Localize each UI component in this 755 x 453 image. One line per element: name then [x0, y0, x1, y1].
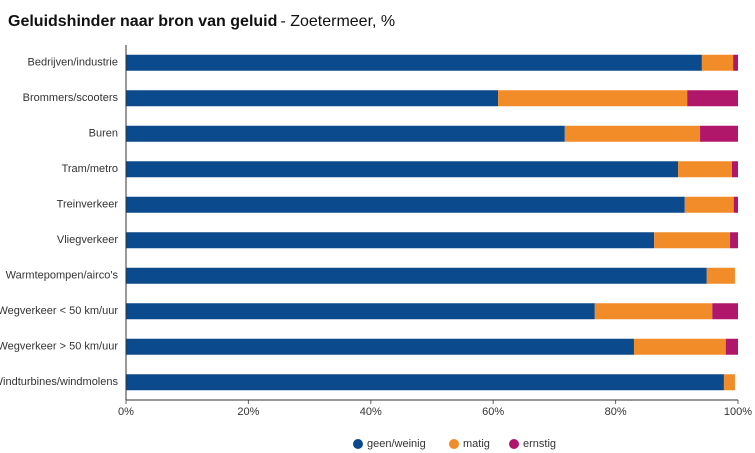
legend-item[interactable]: ernstig — [509, 438, 556, 450]
legend-item[interactable]: geen/weinig — [353, 438, 426, 450]
y-tick-label: Windturbines/windmolens — [0, 376, 118, 388]
bar-segment — [126, 338, 634, 355]
y-tick-label: Vliegverkeer — [57, 234, 118, 246]
bar-segment — [684, 196, 734, 213]
bar-segment — [126, 90, 499, 107]
bar-segment — [498, 90, 688, 107]
bar-segment — [126, 54, 702, 71]
bar-segment — [731, 161, 738, 178]
y-tick-label: Brommers/scooters — [23, 92, 119, 104]
bar-segment — [126, 161, 679, 178]
bar-segment — [126, 125, 565, 142]
y-tick-label: Buren — [89, 128, 118, 140]
bar-segment — [564, 125, 701, 142]
x-tick-label: 100% — [724, 406, 752, 418]
legend-marker — [449, 439, 459, 449]
x-tick-label: 60% — [482, 406, 504, 418]
bar-segment — [733, 54, 738, 71]
bar-segment — [126, 196, 685, 213]
bar-segment — [733, 196, 738, 213]
bar-segment — [654, 232, 731, 249]
bar-segment — [126, 303, 595, 320]
bar-segment — [126, 267, 707, 284]
legend-marker — [509, 439, 519, 449]
subtitle: - Zoetermeer, % — [280, 13, 395, 30]
bar-segment — [700, 125, 738, 142]
bar-segment — [725, 338, 738, 355]
bar-segment — [126, 232, 655, 249]
y-tick-label: Warmtepompen/airco's — [6, 270, 119, 282]
x-tick-label: 20% — [237, 406, 259, 418]
bar-segment — [633, 338, 726, 355]
y-tick-label: Tram/metro — [62, 163, 118, 175]
y-tick-label: Wegverkeer > 50 km/uur — [0, 341, 118, 353]
bar-segment — [730, 232, 738, 249]
legend-item[interactable]: matig — [449, 438, 490, 450]
x-tick-label: 80% — [605, 406, 627, 418]
bar-segment — [126, 374, 724, 391]
bar-segment — [706, 267, 735, 284]
legend-label: geen/weinig — [367, 438, 426, 450]
chart-title: Geluidshinder naar bron van geluid - Zoe… — [8, 13, 395, 30]
bar-segment — [723, 374, 735, 391]
bar-segment — [712, 303, 738, 320]
legend-label: ernstig — [523, 438, 556, 450]
x-tick-label: 40% — [360, 406, 382, 418]
bar-segment — [678, 161, 732, 178]
title: Geluidshinder naar bron van geluid — [8, 13, 277, 30]
bar-segment — [594, 303, 713, 320]
x-tick-label: 0% — [118, 406, 134, 418]
y-tick-label: Wegverkeer < 50 km/uur — [0, 305, 118, 317]
bar-segment — [701, 54, 734, 71]
legend-label: matig — [463, 438, 490, 450]
y-tick-label: Treinverkeer — [57, 199, 119, 211]
y-tick-label: Bedrijven/industrie — [28, 57, 119, 69]
bar-segment — [687, 90, 738, 107]
legend-marker — [353, 439, 363, 449]
